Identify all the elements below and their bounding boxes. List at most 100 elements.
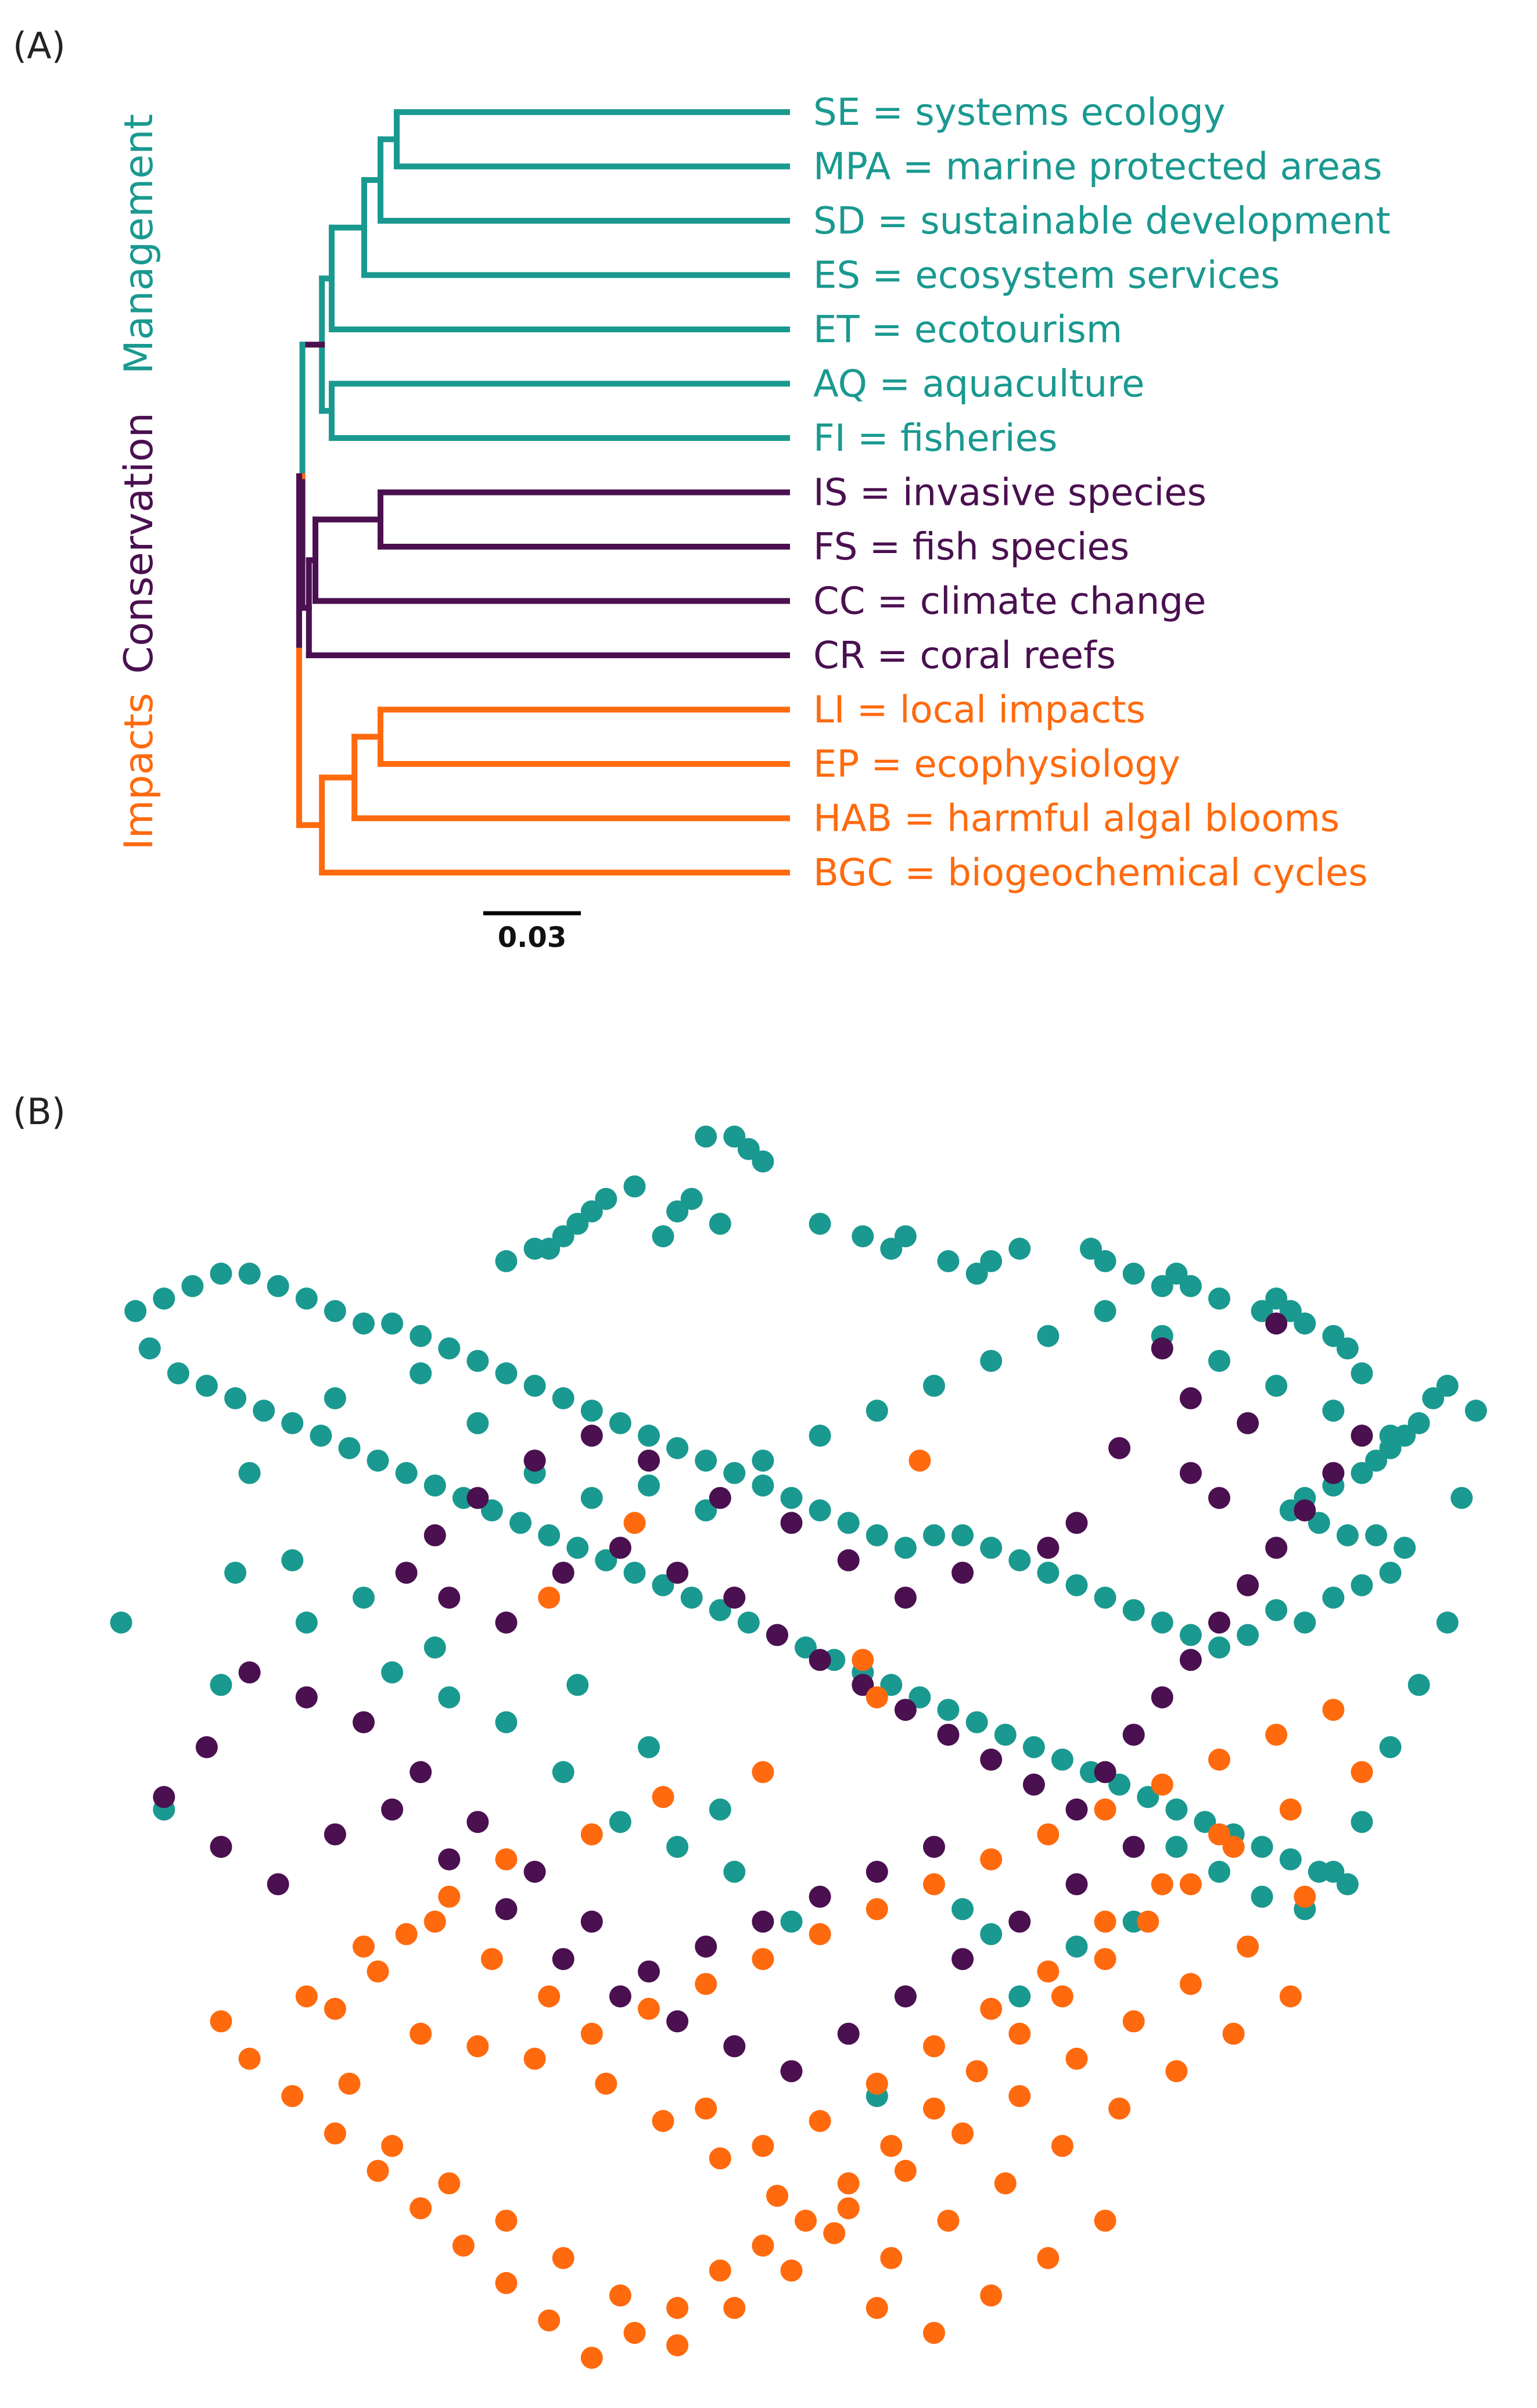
scatter-point-conservation — [353, 1711, 375, 1734]
scatter-point-impacts — [238, 2047, 261, 2070]
scatter-point-impacts — [1322, 1699, 1345, 1721]
scatter-point-management — [423, 1636, 446, 1659]
scatter-point-impacts — [1222, 1836, 1245, 1858]
scatter-point-management — [1108, 1773, 1131, 1796]
scatter-point-management — [566, 1674, 589, 1696]
scatter-point-management — [1265, 1375, 1288, 1397]
scatter-point-impacts — [353, 1935, 375, 1958]
scatter-point-management — [181, 1275, 204, 1297]
leaf-label-cc: CC = climate change — [813, 580, 1206, 623]
scatter-point-impacts — [623, 1512, 646, 1534]
scatter-point-impacts — [423, 1910, 446, 1933]
scatter-point-management — [538, 1524, 561, 1546]
scatter-point-conservation — [495, 1898, 518, 1921]
panel-b-label: (B) — [13, 1090, 66, 1133]
scatter-point-impacts — [780, 2259, 803, 2282]
scatter-point-impacts — [752, 2134, 774, 2157]
scatter-point-impacts — [752, 1761, 774, 1783]
scatter-point-management — [395, 1462, 418, 1484]
scatter-point-impacts — [923, 2097, 945, 2120]
scale-bar: 0.03 — [483, 911, 581, 954]
scatter-point-management — [652, 1225, 674, 1248]
scatter-point-management — [138, 1337, 161, 1360]
leaf-label-bgc: BGC = biogeochemical cycles — [813, 852, 1368, 895]
group-label-management: Management — [116, 114, 162, 374]
scatter-point-management — [752, 1474, 774, 1497]
scatter-point-management — [994, 1724, 1017, 1746]
scatter-point-management — [1194, 1811, 1216, 1833]
scatter-point-conservation — [1322, 1462, 1345, 1484]
scatter-point-management — [837, 1512, 860, 1534]
scatter-point-management — [1294, 1312, 1316, 1335]
leaf-label-se: SE = systems ecology — [813, 91, 1226, 134]
scatter-point-management — [224, 1387, 247, 1409]
scatter-point-management — [1279, 1848, 1302, 1871]
scatter-point-conservation — [580, 1424, 603, 1447]
scatter-point-management — [1351, 1574, 1373, 1596]
scatter-point-impacts — [837, 2197, 860, 2220]
scatter-point-management — [1208, 1636, 1230, 1659]
scatter-point-impacts — [1094, 1798, 1116, 1821]
scatter-point-management — [1251, 1836, 1273, 1858]
scatter-point-impacts — [866, 2072, 888, 2095]
group-label-impacts: Impacts — [116, 693, 162, 850]
scatter-point-management — [466, 1350, 489, 1372]
scatter-point-impacts — [1122, 2010, 1145, 2033]
scatter-point-management — [595, 1187, 617, 1210]
scatter-point-conservation — [295, 1686, 318, 1709]
scatter-point-management — [324, 1387, 346, 1409]
scatter-point-conservation — [609, 1985, 631, 2008]
scatter-point-management — [695, 1499, 717, 1521]
scatter-point-conservation — [951, 1562, 974, 1584]
scatter-point-management — [195, 1375, 218, 1397]
scatter-point-impacts — [1065, 2047, 1088, 2070]
panel-a-label: (A) — [13, 24, 66, 67]
scatter-point-conservation — [1237, 1412, 1259, 1434]
scatter-point-management — [1008, 1549, 1031, 1571]
scatter-point-management — [723, 1462, 746, 1484]
scatter-point-conservation — [723, 2035, 746, 2058]
scatter-point-impacts — [210, 2010, 232, 2033]
scatter-point-management — [1379, 1736, 1402, 1759]
scatter-point-conservation — [238, 1661, 261, 1684]
scatter-point-impacts — [666, 2296, 689, 2319]
scatter-point-management — [880, 1237, 903, 1260]
scatter-point-management — [723, 1125, 746, 1148]
scatter-point-management — [1094, 1300, 1116, 1322]
scatter-point-impacts — [965, 2060, 988, 2083]
scatter-point-management — [1094, 1250, 1116, 1272]
scatter-point-management — [1365, 1449, 1388, 1472]
scatter-point-management — [709, 1212, 731, 1235]
scatter-point-management — [495, 1711, 518, 1734]
scatter-point-conservation — [438, 1587, 461, 1609]
scatter-point-management — [980, 1250, 1003, 1272]
scatter-point-management — [110, 1612, 132, 1634]
scatter-point-impacts — [623, 2321, 646, 2344]
scatter-point-management — [210, 1262, 232, 1285]
scatter-point-conservation — [1151, 1337, 1173, 1360]
scatter-point-impacts — [1265, 1724, 1288, 1746]
scatter-point-management — [809, 1499, 831, 1521]
scatter-point-impacts — [866, 2296, 888, 2319]
scatter-point-management — [1336, 1873, 1359, 1896]
scatter-point-impacts — [538, 1985, 561, 2008]
scatter-point-management — [509, 1512, 532, 1534]
scatter-point-conservation — [780, 1512, 803, 1534]
scatter-point-impacts — [923, 2321, 945, 2344]
scatter-point-management — [1208, 1861, 1230, 1883]
scatter-point-impacts — [495, 2271, 518, 2294]
scatter-point-conservation — [395, 1562, 418, 1584]
scatter-point-management — [124, 1300, 147, 1322]
scatter-point-conservation — [695, 1935, 717, 1958]
scatter-point-conservation — [837, 1549, 860, 1571]
scatter-point-impacts — [809, 2110, 831, 2132]
scatter-point-management — [438, 1686, 461, 1709]
scatter-point-impacts — [709, 2259, 731, 2282]
leaf-label-aq: AQ = aquaculture — [813, 363, 1144, 406]
scatter-point-management — [523, 1237, 546, 1260]
scatter-point-conservation — [1179, 1649, 1202, 1671]
scatter-point-management — [595, 1549, 617, 1571]
scatter-point-management — [1165, 1798, 1188, 1821]
scatter-point-conservation — [852, 1674, 874, 1696]
